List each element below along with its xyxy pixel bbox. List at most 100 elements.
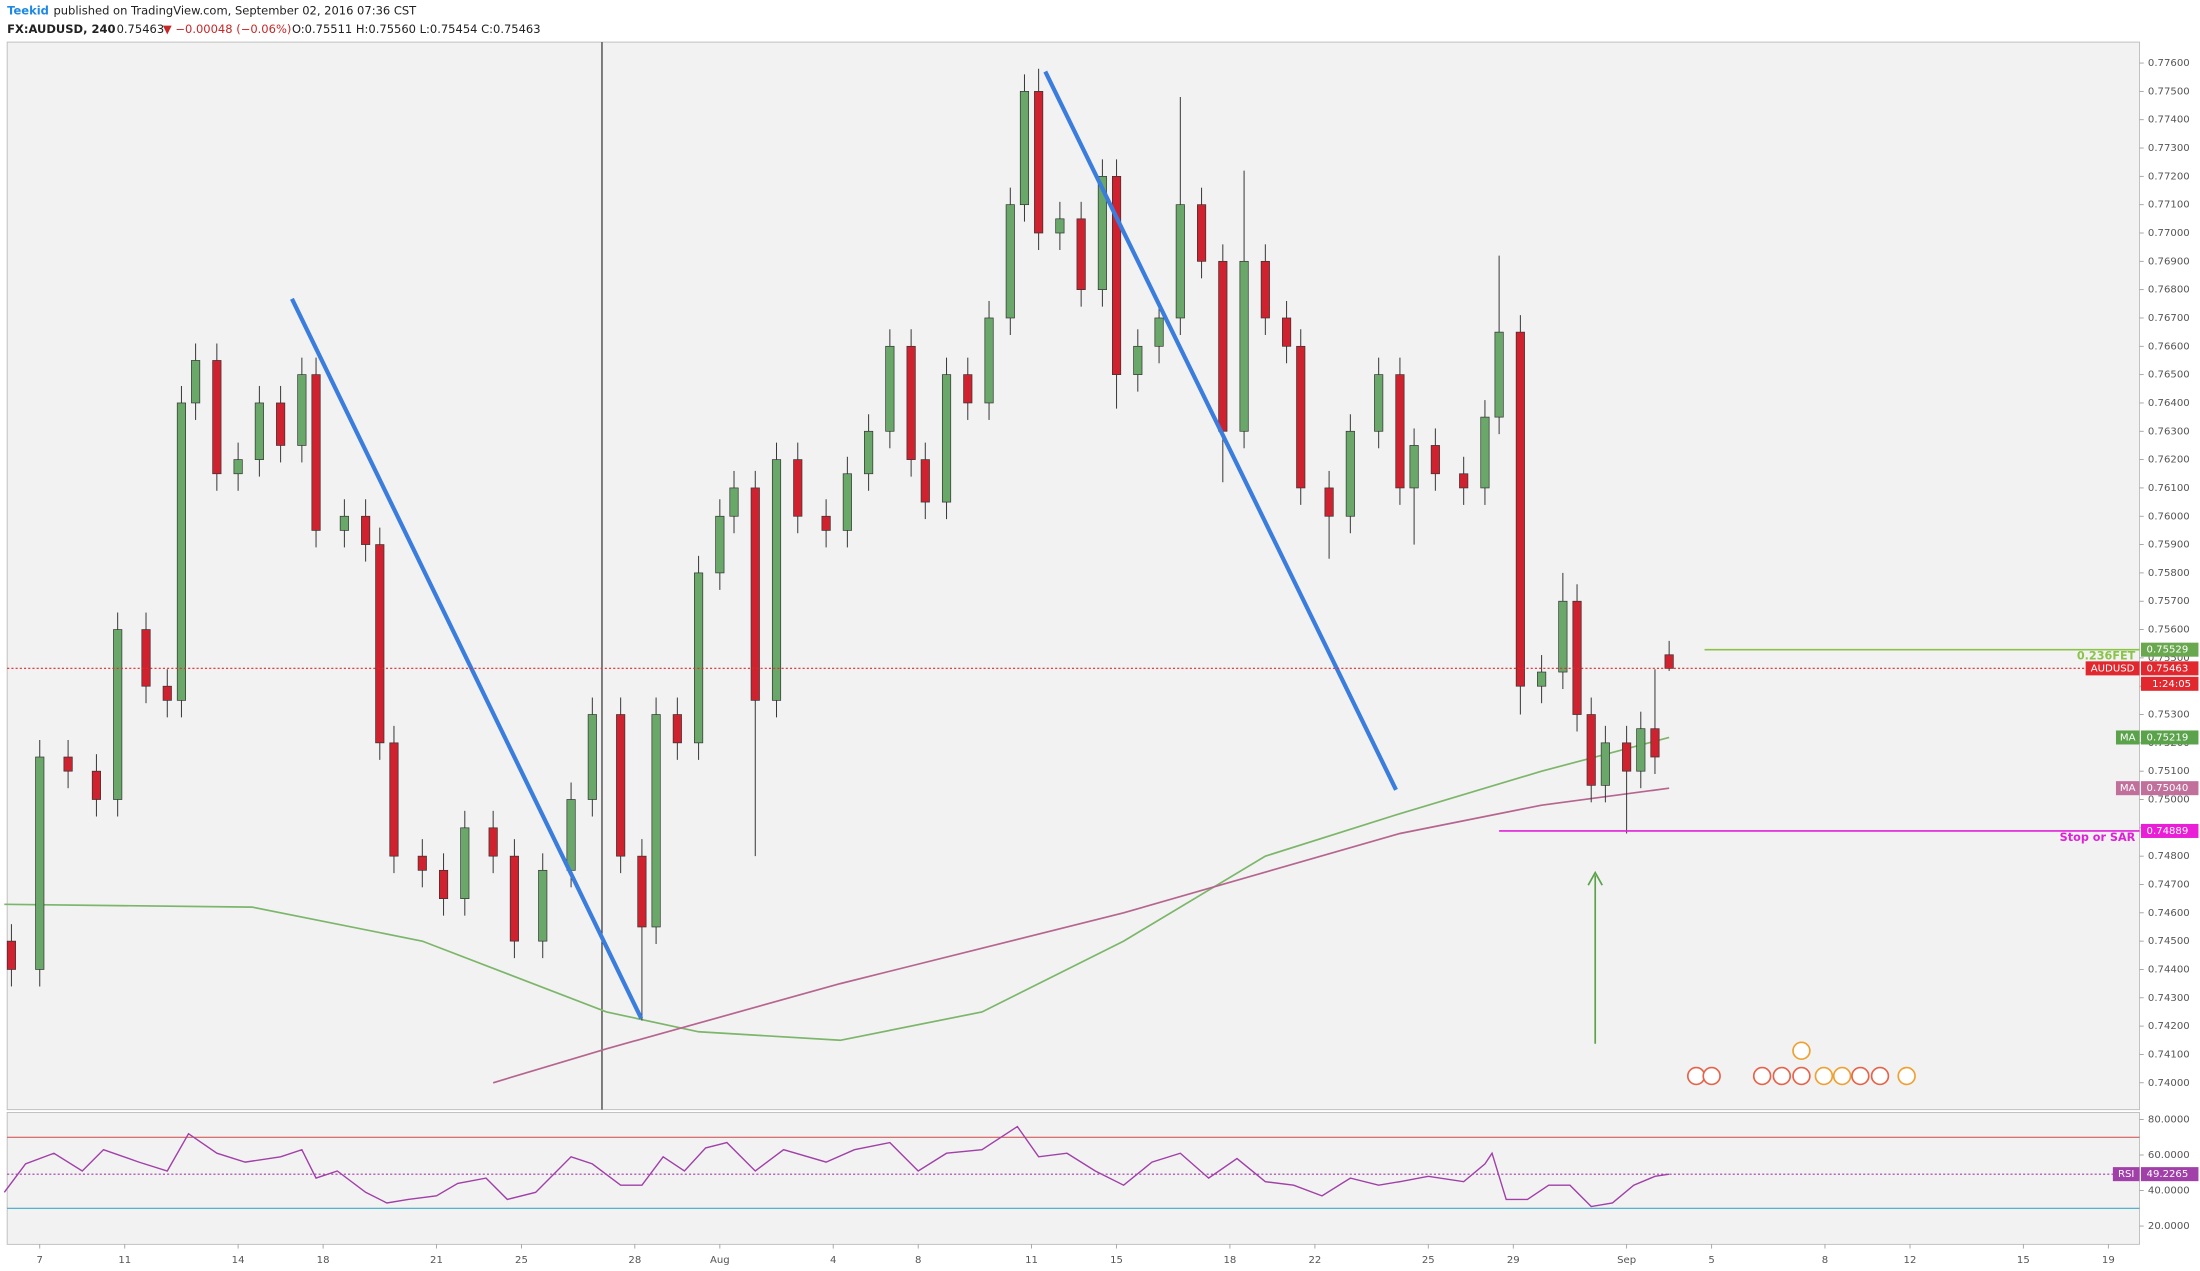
x-tick-label: 15 [1110, 1255, 1123, 1266]
y-tick-label: 0.74600 [2148, 908, 2190, 919]
y-tick-label: 0.74500 [2148, 936, 2190, 947]
candle-body [311, 374, 321, 531]
candle-body [1133, 345, 1143, 375]
price-marker [2140, 642, 2199, 657]
candle-body [1459, 473, 1469, 489]
ohlc: O:0.75511 H:0.75560 L:0.75454 C:0.75463 [292, 22, 541, 36]
x-tick-label: 12 [1904, 1255, 1917, 1266]
x-tick-label: Aug [710, 1255, 730, 1266]
y-tick-label: 0.77300 [2148, 143, 2190, 154]
event-icon[interactable] [1686, 1066, 1706, 1086]
candle-body [361, 515, 371, 545]
event-icon[interactable] [1752, 1066, 1772, 1086]
event-icon[interactable] [1772, 1066, 1792, 1086]
y-tick-label: 0.76700 [2148, 313, 2190, 324]
event-icon[interactable] [1897, 1066, 1916, 1086]
candle-body [1197, 204, 1207, 262]
candle-body [509, 855, 519, 942]
y-tick-label: 0.76900 [2148, 256, 2190, 267]
candle-body [375, 544, 385, 744]
y-tick-label: 0.75300 [2148, 710, 2190, 721]
event-icon[interactable] [1832, 1066, 1852, 1086]
candle-body [254, 402, 264, 460]
candle-body [438, 869, 449, 899]
event-icon[interactable] [1851, 1066, 1870, 1086]
marker-name: AUDUSD [2091, 663, 2135, 674]
y-tick-label: 0.74100 [2148, 1049, 2190, 1060]
event-icons [1686, 1041, 1916, 1086]
candle-body [35, 756, 45, 970]
x-tick-label: 19 [2102, 1255, 2115, 1266]
change: ▼ −0.00048 (−0.06%) [163, 22, 292, 36]
price-marker-label: 0.75040 [2147, 783, 2189, 794]
candle-body [1572, 600, 1582, 715]
candle-body [1558, 600, 1568, 673]
price-marker-label: 0.75219 [2147, 732, 2189, 743]
y-tick-label: 0.75500 [2148, 653, 2190, 664]
y-tick-label: 0.75000 [2148, 795, 2190, 806]
candle-body [1296, 345, 1306, 489]
x-tick-label: 21 [430, 1255, 443, 1266]
x-tick-label: 28 [628, 1255, 641, 1266]
marker-name: MA [2120, 783, 2136, 794]
y-tick-label: 0.75800 [2148, 568, 2190, 579]
y-tick-label: 0.76000 [2148, 511, 2190, 522]
candle-body [339, 515, 349, 531]
candle-body [1282, 317, 1292, 347]
trend-line [1043, 70, 1398, 791]
y-tick-label: 0.75900 [2148, 540, 2190, 551]
candle-body [1537, 671, 1547, 687]
event-icon[interactable] [1792, 1066, 1811, 1086]
candle-body [1175, 204, 1185, 319]
candle-body [460, 827, 470, 899]
candle-body [1005, 204, 1015, 319]
y-tick-label: 0.74800 [2148, 851, 2190, 862]
price-marker-label: 0.75529 [2147, 645, 2189, 656]
x-tick-label: 29 [1507, 1255, 1520, 1266]
candle-body [672, 714, 682, 744]
author[interactable]: Teekid [7, 4, 49, 18]
candle-body [1586, 714, 1596, 786]
candle-body [616, 714, 626, 857]
last-price: 0.75463 [117, 22, 165, 36]
candle-body [984, 317, 994, 404]
candle-body [191, 360, 201, 404]
candle-body [1622, 742, 1632, 772]
y-tick-label: 0.76800 [2148, 285, 2190, 296]
candle-body [1409, 445, 1419, 489]
arrow-head [1587, 870, 1603, 886]
event-icon[interactable] [1702, 1066, 1721, 1086]
candle-body [1600, 742, 1610, 786]
x-tick-label: 14 [232, 1255, 245, 1266]
event-icon[interactable] [1814, 1066, 1834, 1086]
event-icon[interactable] [1792, 1041, 1811, 1061]
x-tick-label: 18 [317, 1255, 330, 1266]
candle-body [651, 714, 661, 928]
price-marker [2140, 781, 2199, 796]
y-tick-label: 0.76100 [2148, 483, 2190, 494]
candle-body [694, 572, 704, 744]
rsi-y-tick-label: 40.0000 [2148, 1186, 2190, 1197]
x-tick-label: 8 [1822, 1255, 1828, 1266]
candle-body [1636, 728, 1646, 772]
candle-body [276, 402, 286, 446]
x-tick-label: 22 [1308, 1255, 1321, 1266]
candle-body [920, 459, 930, 503]
rsi-name-box [2112, 1167, 2140, 1182]
marker-name-box [2115, 730, 2140, 745]
candle-body [963, 374, 973, 404]
y-tick-label: 0.74700 [2148, 879, 2190, 890]
marker-name: MA [2120, 732, 2136, 743]
candle-body [141, 629, 151, 687]
price-marker [2140, 823, 2199, 838]
candle-body [1494, 331, 1504, 418]
price-marker [2140, 730, 2199, 745]
y-tick-label: 0.76500 [2148, 370, 2190, 381]
event-icon[interactable] [1870, 1066, 1890, 1086]
rsi-y-tick-label: 60.0000 [2148, 1150, 2190, 1161]
marker-name-box [2115, 781, 2140, 796]
rsi-last-label: 49.2265 [2147, 1169, 2189, 1180]
rsi-line [3, 1125, 1670, 1208]
candle-body [771, 459, 782, 701]
